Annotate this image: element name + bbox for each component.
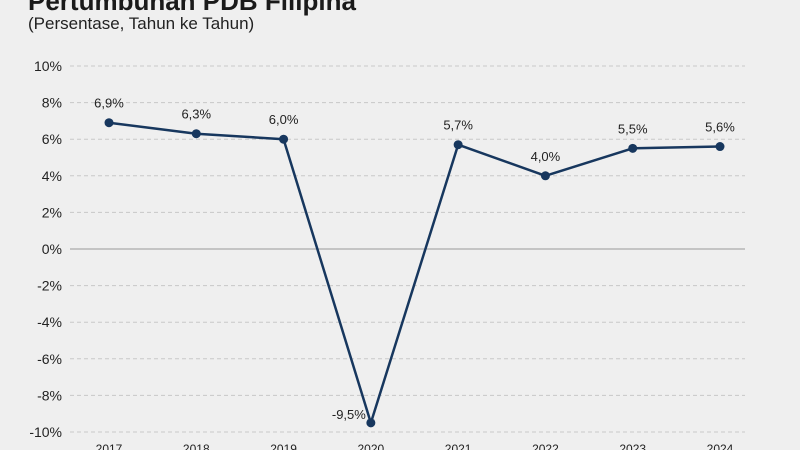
y-tick-label: 0% bbox=[42, 241, 62, 257]
y-axis: 10% 8% 6% 4% 2% 0% -2% -4% -6% -8% -10% bbox=[29, 58, 62, 440]
x-tick-label: 2023 bbox=[619, 442, 646, 450]
y-tick-label: 10% bbox=[34, 58, 62, 74]
x-tick-label: 2024 bbox=[707, 442, 734, 450]
x-tick-label: 2021 bbox=[445, 442, 472, 450]
data-label: 5,6% bbox=[705, 120, 735, 135]
chart-title: Pertumbuhan PDB Filipina bbox=[28, 0, 356, 16]
x-tick-label: 2022 bbox=[532, 442, 559, 450]
data-point bbox=[628, 143, 638, 153]
y-tick-label: 8% bbox=[42, 95, 62, 111]
grid bbox=[70, 65, 745, 433]
x-tick-label: 2020 bbox=[358, 442, 385, 450]
x-tick-label: 2018 bbox=[183, 442, 210, 450]
data-point bbox=[540, 171, 550, 181]
y-tick-label: -2% bbox=[37, 278, 62, 294]
y-tick-label: 6% bbox=[42, 131, 62, 147]
y-tick-label: -6% bbox=[37, 351, 62, 367]
y-tick-label: 2% bbox=[42, 204, 62, 220]
x-axis: 2017 2018 2019 2020 2021 2022 2023 2024 bbox=[96, 442, 734, 450]
y-tick-label: -8% bbox=[37, 387, 62, 403]
data-label: 5,5% bbox=[618, 121, 648, 136]
data-label: 6,3% bbox=[181, 107, 211, 122]
series-line bbox=[108, 121, 721, 425]
chart-subtitle: (Persentase, Tahun ke Tahun) bbox=[28, 14, 255, 33]
x-tick-label: 2019 bbox=[270, 442, 297, 450]
data-point bbox=[191, 129, 201, 139]
y-tick-label: -4% bbox=[37, 314, 62, 330]
y-tick-label: -10% bbox=[29, 424, 62, 440]
x-tick-label: 2017 bbox=[96, 442, 123, 450]
data-label: -9,5% bbox=[332, 407, 366, 422]
series-polyline bbox=[108, 121, 721, 425]
data-point bbox=[715, 142, 725, 152]
data-point bbox=[453, 140, 463, 150]
data-point bbox=[104, 118, 114, 128]
y-tick-label: 4% bbox=[42, 168, 62, 184]
data-label: 6,0% bbox=[269, 112, 299, 127]
data-label: 6,9% bbox=[94, 96, 124, 111]
data-label: 4,0% bbox=[531, 149, 561, 164]
data-labels: 6,9% 6,3% 6,0% -9,5% 5,7% 4,0% 5,5% 5,6% bbox=[94, 96, 735, 422]
data-points bbox=[104, 118, 725, 428]
data-point bbox=[279, 134, 289, 144]
data-point bbox=[366, 418, 376, 428]
data-label: 5,7% bbox=[443, 118, 473, 133]
